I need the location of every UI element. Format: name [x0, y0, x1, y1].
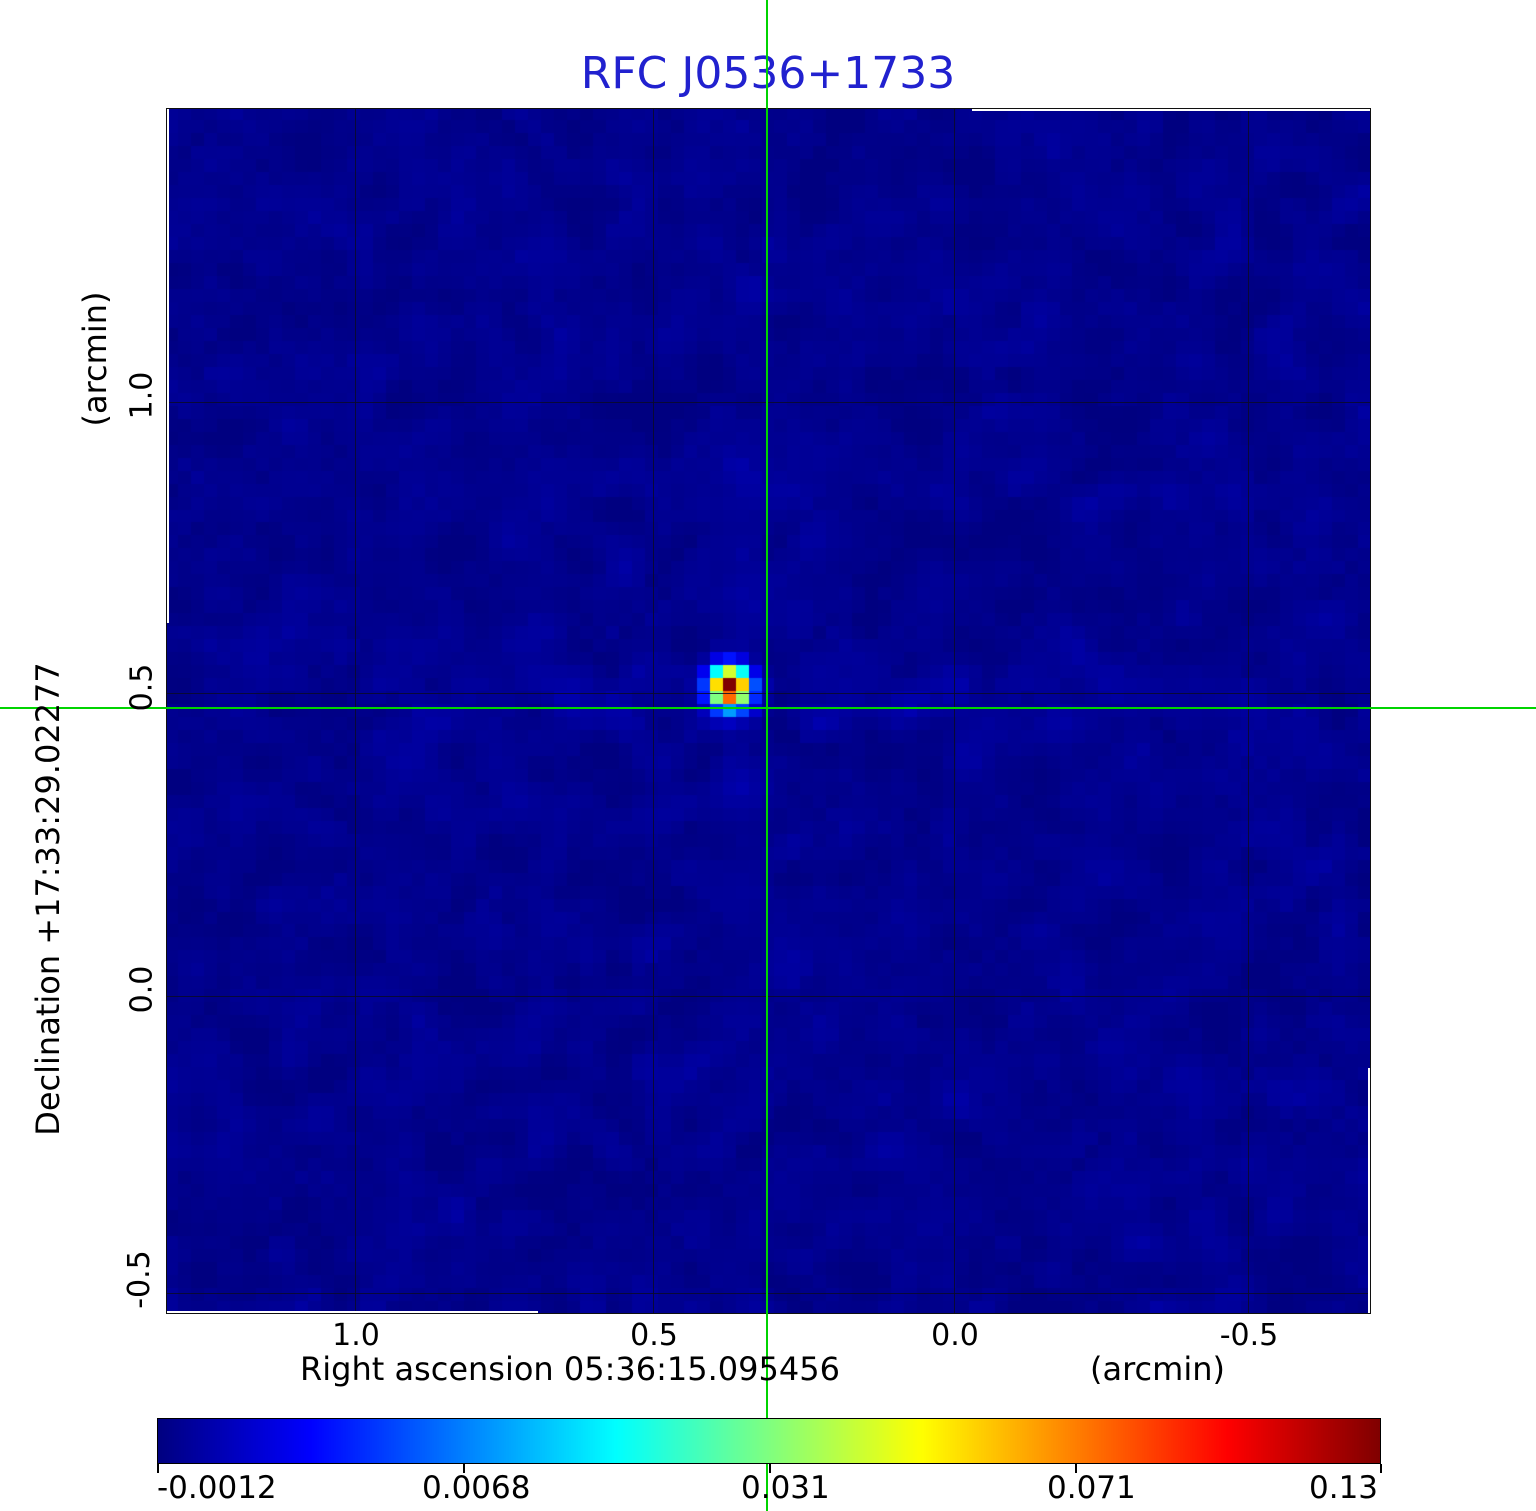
ytick-label-3: -0.5 — [110, 1250, 169, 1309]
gridline-x-0 — [954, 108, 955, 1314]
ytick-label-1: 0.5 — [118, 664, 166, 712]
sky-image-panel[interactable] — [166, 108, 1371, 1314]
cbtick-mark-2 — [769, 1464, 771, 1473]
cbtick-label-3: 0.071 — [1047, 1470, 1136, 1506]
ytick-text-0: 1.0 — [124, 371, 160, 420]
cbtick-label-2: 0.031 — [741, 1470, 830, 1506]
xtick-label-3: -0.5 — [1219, 1318, 1279, 1353]
xtick-label-1: 0.5 — [630, 1318, 678, 1353]
cbtick-mark-3 — [1075, 1464, 1077, 1473]
y-axis-label: Declination +17:33:29.02277 — [29, 662, 67, 1136]
page-title: RFC J0536+1733 — [580, 48, 956, 99]
ytick-text-3: -0.5 — [121, 1250, 157, 1309]
cbtick-mark-1 — [463, 1464, 465, 1473]
gridline-x-neg0p5 — [1248, 108, 1249, 1314]
crosshair-vertical[interactable] — [766, 0, 768, 1511]
x-axis-label: Right ascension 05:36:15.095456 — [300, 1350, 840, 1388]
colorbar[interactable] — [157, 1418, 1381, 1464]
sky-image-canvas[interactable] — [166, 108, 1371, 1314]
cbtick-mark-4 — [1380, 1464, 1382, 1473]
ytick-text-1: 0.5 — [124, 663, 160, 712]
xtick-label-0: 1.0 — [332, 1318, 380, 1353]
ytick-label-2: 0.0 — [118, 966, 166, 1014]
gridline-y-neg0p5 — [166, 1293, 1371, 1294]
cbtick-label-0: -0.0012 — [157, 1470, 277, 1506]
colorbar-gradient — [157, 1418, 1381, 1464]
y-axis-units: (arcmin) — [76, 291, 114, 427]
gridline-x-0p5 — [653, 108, 654, 1314]
gridline-y-0p5 — [166, 693, 1371, 694]
gridline-y-0 — [166, 996, 1371, 997]
xtick-label-2: 0.0 — [931, 1318, 979, 1353]
ytick-label-0: 1.0 — [118, 372, 166, 420]
crosshair-horizontal[interactable] — [0, 707, 1536, 709]
cbtick-label-4: 0.13 — [1309, 1470, 1379, 1506]
x-axis-units: (arcmin) — [1090, 1350, 1225, 1388]
gridline-y-1 — [166, 402, 1371, 403]
gridline-x-1 — [355, 108, 356, 1314]
cbtick-mark-0 — [157, 1464, 159, 1473]
cbtick-label-1: 0.0068 — [422, 1470, 531, 1506]
ytick-text-2: 0.0 — [124, 965, 160, 1014]
